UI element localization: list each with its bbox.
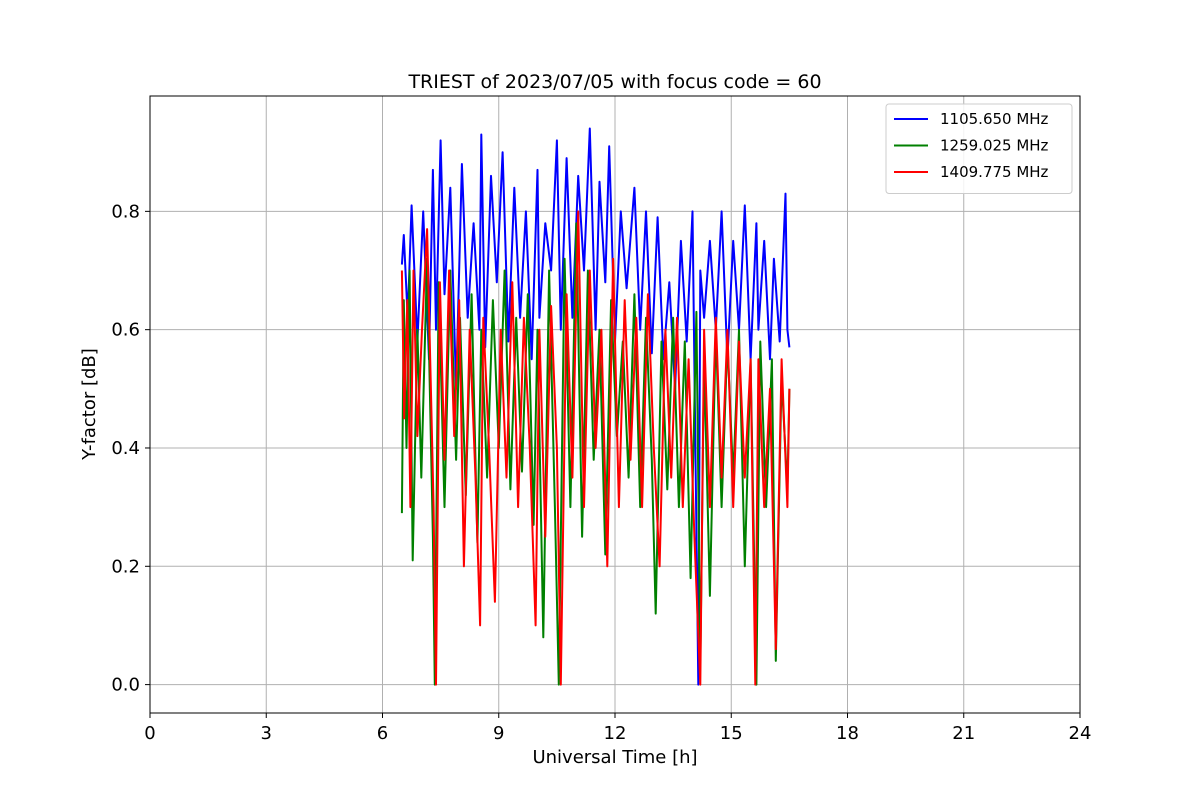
x-tick-label: 21: [952, 723, 975, 744]
x-tick-label: 12: [604, 723, 627, 744]
legend-label: 1409.775 MHz: [940, 163, 1049, 181]
y-tick-label: 0.0: [111, 675, 140, 696]
legend: 1105.650 MHz 1259.025 MHz 1409.775 MHz: [885, 103, 1073, 194]
legend-label: 1259.025 MHz: [940, 137, 1049, 155]
x-tick-label: 24: [1069, 723, 1092, 744]
x-axis-label: Universal Time [h]: [532, 747, 697, 768]
x-tick-label: 6: [377, 723, 388, 744]
y-axis-label: Y-factor [dB]: [79, 348, 100, 461]
y-axis: 0.0 0.2 0.4 0.6 0.8: [111, 201, 150, 696]
x-tick-label: 9: [493, 723, 504, 744]
series-layer: [400, 127, 791, 686]
series-line-1: [400, 127, 791, 686]
legend-box: [885, 103, 1073, 194]
legend-label: 1105.650 MHz: [940, 110, 1049, 128]
chart-title: TRIEST of 2023/07/05 with focus code = 6…: [407, 71, 821, 93]
x-axis: 0 3 6 9 12 15 18 21 24: [144, 713, 1091, 744]
y-tick-label: 0.8: [111, 201, 140, 222]
series-line-3: [400, 210, 791, 686]
x-tick-label: 15: [720, 723, 743, 744]
x-tick-label: 3: [261, 723, 272, 744]
x-tick-label: 18: [836, 723, 859, 744]
x-tick-label: 0: [144, 723, 155, 744]
y-tick-label: 0.2: [111, 556, 140, 577]
y-tick-label: 0.4: [111, 438, 140, 459]
y-tick-label: 0.6: [111, 320, 140, 341]
